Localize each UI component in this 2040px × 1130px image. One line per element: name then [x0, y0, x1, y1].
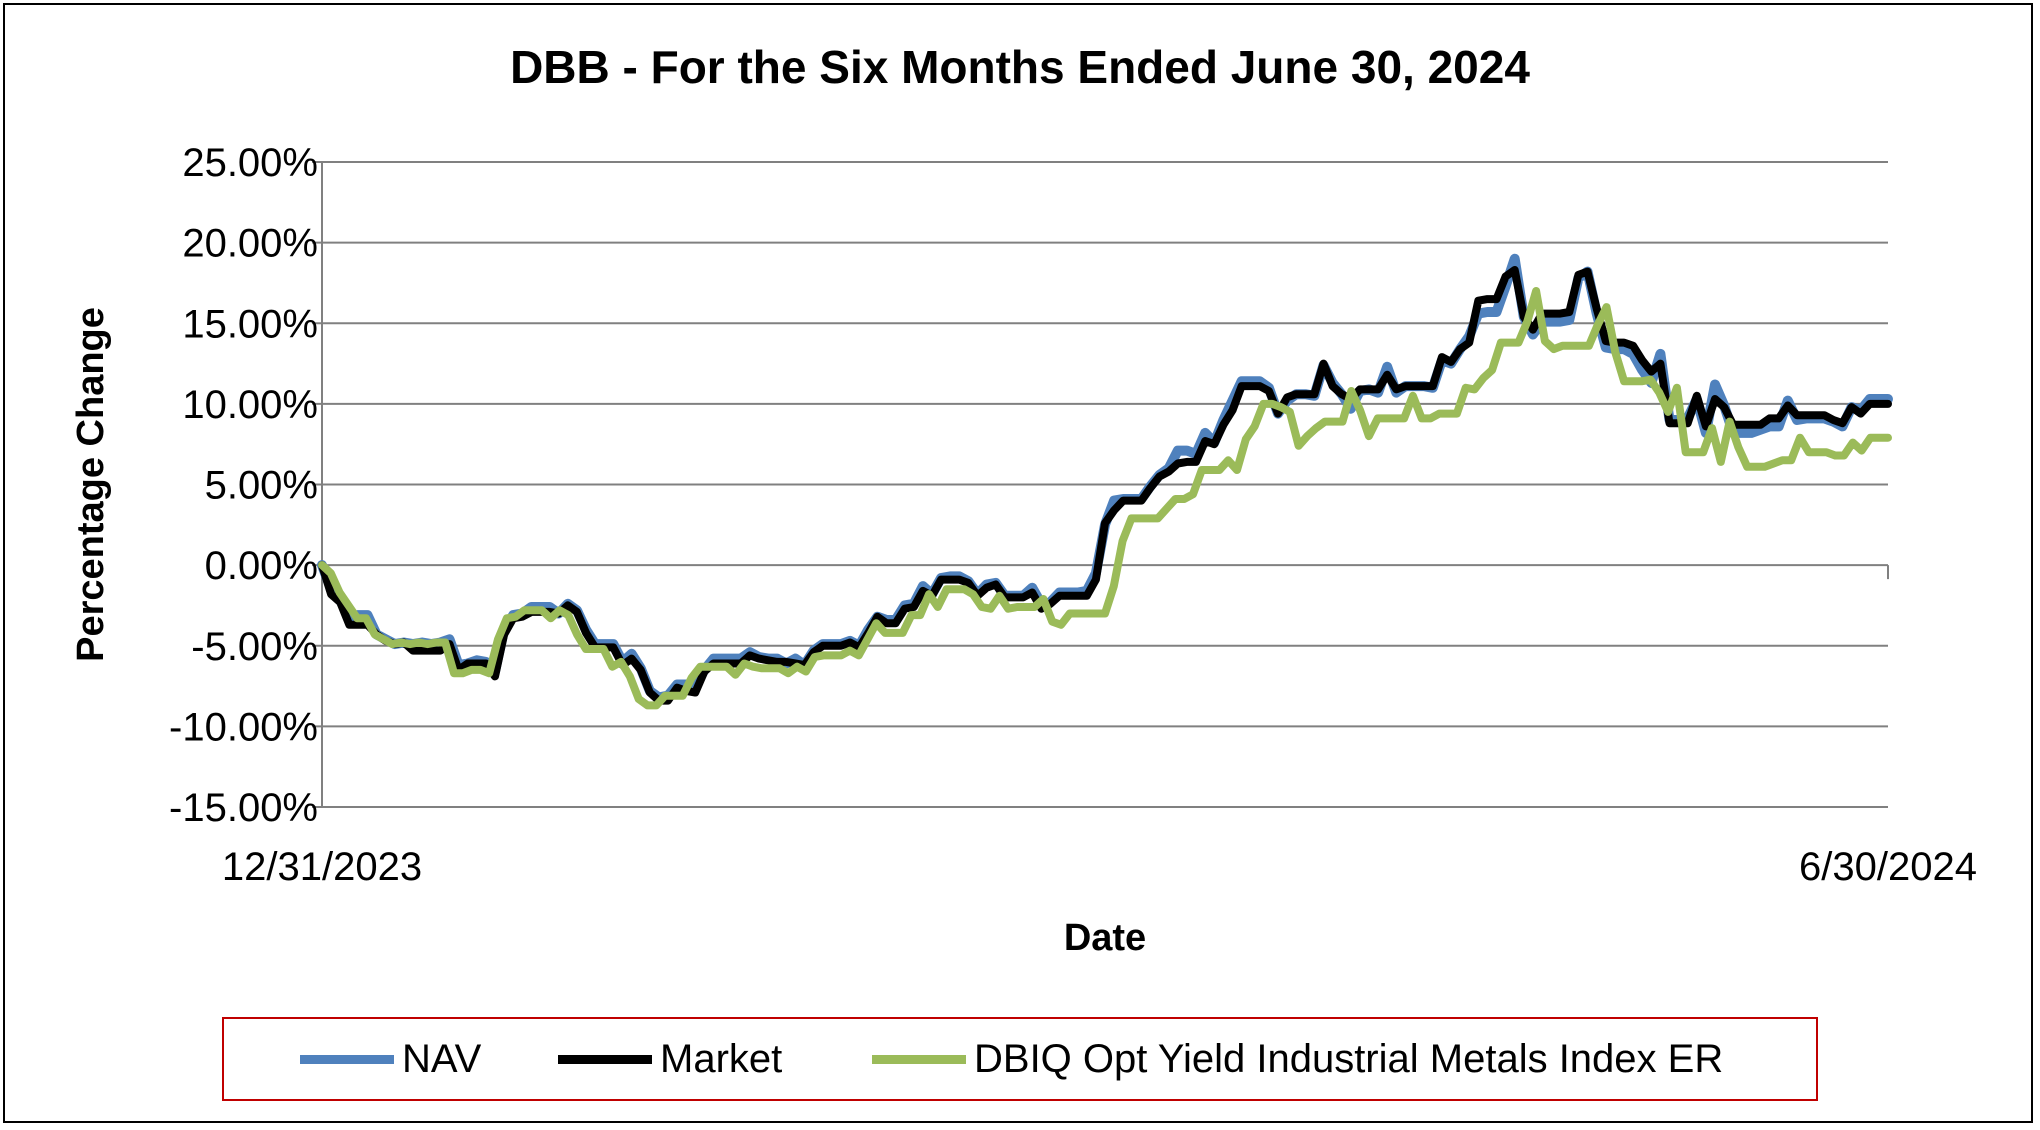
legend: NAV Market DBIQ Opt Yield Industrial Met…	[222, 1017, 1818, 1101]
y-tick-label: -15.00%	[169, 786, 318, 830]
x-tick-label-end: 6/30/2024	[1799, 845, 1977, 889]
y-axis-ticks: 25.00% 20.00% 15.00% 10.00% 5.00% 0.00% -5.00%…	[169, 141, 318, 830]
series-line-dbiq-opt-yield-industrial-metals-index-er	[318, 287, 1892, 710]
y-axis-title: Percentage Change	[70, 307, 112, 662]
legend-item-nav: NAV	[300, 1019, 481, 1099]
y-tick-label: -10.00%	[169, 705, 318, 749]
y-tick-label: 25.00%	[182, 141, 318, 185]
y-tick-label: -5.00%	[191, 625, 318, 669]
series-line-market	[318, 266, 1892, 705]
legend-swatch-index	[872, 1054, 966, 1064]
series-layer	[317, 253, 1893, 710]
y-tick-label: 15.00%	[182, 302, 318, 346]
legend-swatch-nav	[300, 1054, 394, 1064]
chart-frame	[3, 3, 2033, 1123]
gridlines	[312, 161, 1888, 808]
x-tick-label-start: 12/31/2023	[222, 845, 422, 889]
y-tick-label: 0.00%	[205, 544, 318, 588]
legend-item-index: DBIQ Opt Yield Industrial Metals Index E…	[872, 1019, 1723, 1099]
y-tick-label: 5.00%	[205, 464, 318, 508]
x-axis-title: Date	[1064, 917, 1146, 959]
legend-label-index: DBIQ Opt Yield Industrial Metals Index E…	[974, 1036, 1724, 1081]
legend-label-nav: NAV	[402, 1036, 482, 1081]
legend-label-market: Market	[660, 1036, 783, 1081]
legend-swatch-market	[558, 1054, 652, 1064]
y-tick-label: 10.00%	[182, 383, 318, 427]
legend-item-market: Market	[558, 1019, 782, 1099]
y-tick-label: 20.00%	[182, 222, 318, 266]
chart-title: DBB - For the Six Months Ended June 30, …	[510, 41, 1530, 93]
series-line-nav	[317, 253, 1893, 703]
